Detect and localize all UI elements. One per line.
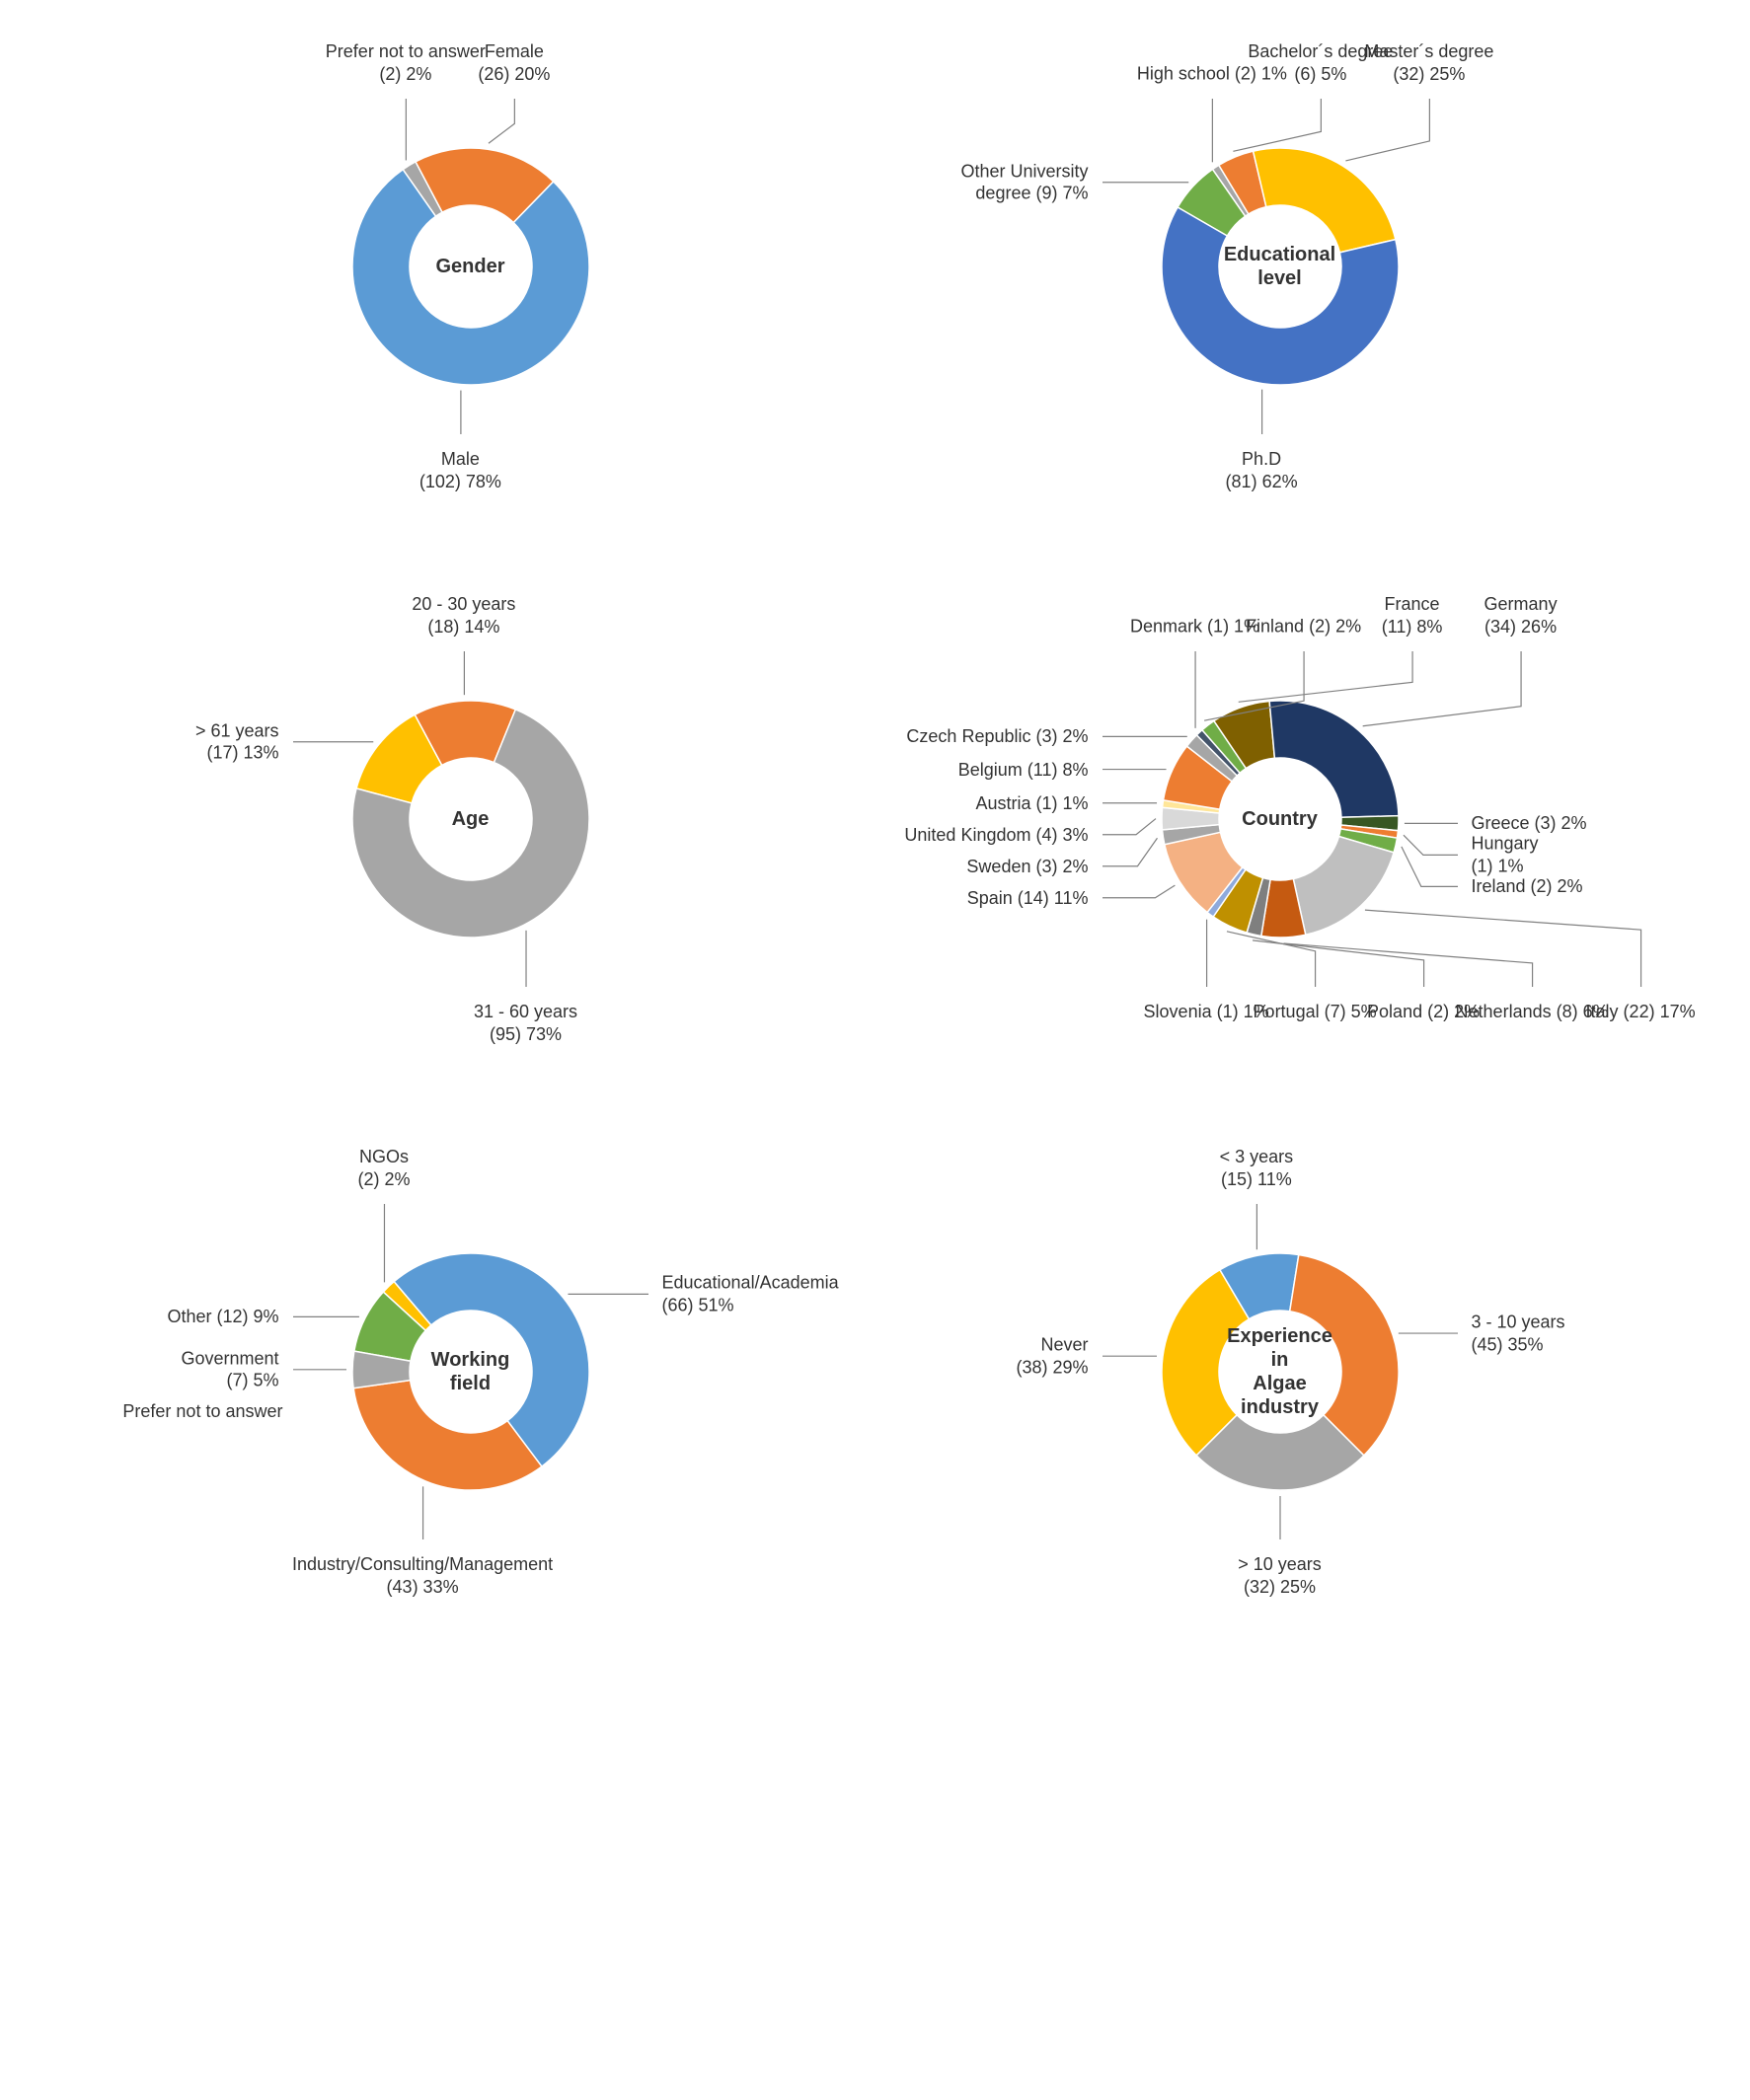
gender-donut: [342, 138, 599, 395]
chart-education: EducationallevelOther Universitydegree (…: [895, 20, 1665, 513]
chart-workingfield: WorkingfieldOther (12) 9%Government(7) 5…: [86, 1125, 856, 1618]
gender-label: Prefer not to answer(2) 2%: [326, 40, 486, 85]
country-label: Hungary(1) 1%: [1472, 833, 1539, 877]
workingfield-label: Government(7) 5%: [181, 1347, 278, 1391]
workingfield-donut: [342, 1243, 599, 1500]
country-slice: [1293, 837, 1394, 936]
age-label: > 61 years(17) 13%: [195, 719, 279, 764]
country-label: Belgium (11) 8%: [958, 758, 1089, 781]
experience-donut: [1152, 1243, 1408, 1500]
country-label: Greece (3) 2%: [1472, 812, 1587, 835]
education-label: High school (2) 1%: [1137, 63, 1287, 86]
education-label: Ph.D(81) 62%: [1226, 448, 1298, 492]
chart-age: Age> 61 years(17) 13%20 - 30 years(18) 1…: [86, 572, 856, 1066]
country-label: France(11) 8%: [1382, 593, 1443, 638]
country-label: Denmark (1) 1%: [1130, 616, 1259, 638]
experience-label: < 3 years(15) 11%: [1220, 1146, 1294, 1190]
age-label: 31 - 60 years(95) 73%: [474, 1001, 577, 1045]
chart-gender: GenderPrefer not to answer(2) 2%Female(2…: [86, 20, 856, 513]
education-label: Other Universitydegree (9) 7%: [960, 160, 1088, 204]
country-slice: [1269, 701, 1399, 817]
education-label: Master´s degree(32) 25%: [1364, 40, 1493, 85]
country-label: Italy (22) 17%: [1586, 1001, 1696, 1023]
country-label: Czech Republic (3) 2%: [906, 725, 1088, 748]
workingfield-label: Other (12) 9%: [167, 1306, 278, 1328]
education-slice: [1253, 148, 1395, 253]
age-label: 20 - 30 years(18) 14%: [412, 593, 515, 638]
country-donut: [1152, 691, 1408, 947]
gender-label: Male(102) 78%: [419, 448, 501, 492]
workingfield-label: NGOs(2) 2%: [357, 1146, 410, 1190]
education-donut: [1152, 138, 1408, 395]
country-label: Germany(34) 26%: [1484, 593, 1558, 638]
country-label: Portugal (7) 5%: [1254, 1001, 1377, 1023]
workingfield-label: Educational/Academia(66) 51%: [662, 1272, 839, 1316]
workingfield-slice: [353, 1381, 542, 1490]
experience-slice: [1289, 1254, 1398, 1455]
education-label: Bachelor´s degree(6) 5%: [1248, 40, 1393, 85]
country-label: Sweden (3) 2%: [966, 856, 1088, 878]
age-donut: [342, 691, 599, 947]
country-label: Spain (14) 11%: [967, 887, 1089, 910]
country-label: Netherlands (8) 6%: [1456, 1001, 1609, 1023]
workingfield-label: Industry/Consulting/Management(43) 33%: [292, 1553, 553, 1598]
country-label: Ireland (2) 2%: [1472, 875, 1583, 898]
gender-label: Female(26) 20%: [478, 40, 550, 85]
experience-label: Never(38) 29%: [1016, 1334, 1088, 1379]
country-label: Finland (2) 2%: [1246, 616, 1361, 638]
experience-label: > 10 years(32) 25%: [1238, 1553, 1322, 1598]
country-label: Slovenia (1) 1%: [1144, 1001, 1269, 1023]
chart-experience: Experience inAlgae industryNever(38) 29%…: [895, 1125, 1665, 1618]
country-label: Austria (1) 1%: [975, 792, 1088, 815]
chart-grid: GenderPrefer not to answer(2) 2%Female(2…: [86, 20, 1665, 1618]
chart-country: CountryCzech Republic (3) 2%Belgium (11)…: [895, 572, 1665, 1066]
workingfield-label: Prefer not to answer: [122, 1400, 282, 1423]
experience-label: 3 - 10 years(45) 35%: [1472, 1312, 1565, 1356]
country-label: Poland (2) 2%: [1367, 1001, 1480, 1023]
country-label: United Kingdom (4) 3%: [904, 824, 1088, 847]
